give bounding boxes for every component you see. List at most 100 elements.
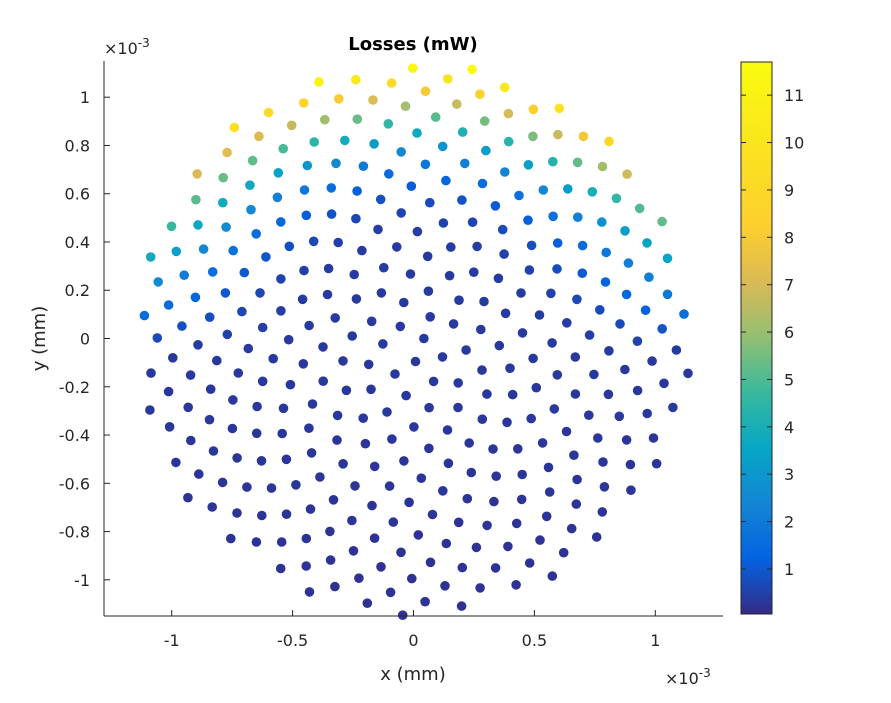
scatter-point bbox=[254, 131, 264, 142]
scatter-point bbox=[286, 120, 297, 131]
scatter-point bbox=[554, 103, 565, 114]
scatter-point bbox=[513, 444, 523, 454]
scatter-point bbox=[299, 185, 310, 195]
scatter-point bbox=[378, 339, 388, 349]
scatter-point bbox=[194, 469, 204, 479]
scatter-point bbox=[304, 423, 314, 434]
scatter-point bbox=[497, 224, 508, 235]
scatter-point bbox=[276, 217, 286, 227]
scatter-point bbox=[297, 294, 308, 305]
scatter-point bbox=[482, 389, 492, 399]
scatter-point bbox=[571, 499, 582, 509]
scatter-point bbox=[341, 385, 352, 396]
y-tick-label: -0.2 bbox=[59, 378, 90, 397]
scatter-point bbox=[490, 201, 501, 211]
scatter-point bbox=[604, 136, 614, 147]
scatter-point bbox=[651, 458, 662, 469]
scatter-point bbox=[212, 355, 222, 366]
scatter-point bbox=[193, 340, 203, 350]
scatter-point bbox=[266, 483, 277, 493]
scatter-point bbox=[500, 167, 510, 177]
scatter-point bbox=[549, 404, 560, 414]
scatter-point bbox=[412, 226, 423, 237]
scatter-point bbox=[422, 251, 433, 262]
scatter-point bbox=[572, 157, 583, 168]
scatter-point bbox=[464, 438, 475, 448]
scatter-point bbox=[457, 562, 468, 573]
scatter-point bbox=[524, 558, 535, 568]
colorbar-gradient bbox=[741, 62, 772, 614]
scatter-point bbox=[239, 267, 250, 278]
scatter-point bbox=[304, 587, 315, 597]
y-tick-label: 0.2 bbox=[65, 281, 90, 300]
scatter-point bbox=[511, 518, 522, 529]
scatter-point bbox=[301, 561, 312, 571]
scatter-point bbox=[622, 169, 632, 179]
scatter-point bbox=[369, 139, 379, 149]
scatter-point bbox=[570, 389, 581, 399]
scatter-point bbox=[541, 511, 552, 522]
scatter-point bbox=[362, 598, 373, 608]
scatter-point bbox=[183, 402, 193, 413]
scatter-point bbox=[278, 403, 289, 414]
scatter-point bbox=[186, 435, 196, 446]
scatter-point bbox=[457, 127, 468, 137]
scatter-point bbox=[438, 486, 448, 496]
scatter-point bbox=[570, 352, 581, 362]
scatter-point bbox=[577, 240, 588, 251]
scatter-point bbox=[307, 399, 318, 409]
colorbar-tick-label: 8 bbox=[784, 228, 794, 247]
scatter-point bbox=[318, 342, 328, 352]
scatter-point bbox=[177, 321, 187, 331]
y-tick-label: 0.8 bbox=[65, 136, 90, 155]
scatter-point bbox=[363, 359, 374, 370]
scatter-point bbox=[285, 379, 296, 390]
scatter-point bbox=[229, 122, 240, 133]
scatter-point bbox=[305, 504, 316, 514]
scatter-point bbox=[281, 454, 292, 465]
scatter-point bbox=[193, 220, 203, 230]
scatter-point bbox=[243, 343, 254, 354]
scatter-point bbox=[419, 333, 429, 344]
scatter-point bbox=[350, 481, 360, 491]
colorbar-tick-label: 1 bbox=[784, 560, 794, 579]
scatter-point bbox=[166, 221, 177, 232]
colorbar-tick-label: 9 bbox=[784, 181, 794, 200]
scatter-point bbox=[237, 306, 247, 317]
scatter-point bbox=[424, 443, 434, 454]
y-tick-label: 0.4 bbox=[65, 233, 90, 252]
x-axis-ticks: -1 -0.5 0 0.5 1 bbox=[164, 610, 660, 650]
scatter-point bbox=[425, 557, 436, 568]
scatter-point bbox=[595, 305, 605, 315]
scatter-point bbox=[325, 555, 336, 565]
scatter-point bbox=[572, 294, 582, 305]
scatter-point bbox=[352, 186, 362, 196]
scatter-point bbox=[396, 208, 407, 218]
x-exponent-base: ×10 bbox=[665, 669, 699, 688]
y-tick-label: -0.8 bbox=[59, 523, 90, 542]
scatter-point bbox=[611, 193, 622, 204]
scatter-point bbox=[534, 310, 545, 320]
y-tick-label: -0.6 bbox=[59, 474, 90, 493]
scatter-point bbox=[198, 244, 209, 254]
scatter-point bbox=[569, 450, 579, 461]
scatter-point bbox=[373, 224, 383, 235]
colorbar-tick-label: 5 bbox=[784, 370, 794, 389]
scatter-point bbox=[299, 265, 309, 276]
colorbar-frame bbox=[740, 61, 773, 615]
scatter-point bbox=[587, 187, 598, 197]
scatter-point bbox=[566, 523, 577, 534]
scatter-point bbox=[553, 129, 563, 140]
x-tick-label: 0 bbox=[408, 631, 418, 650]
scatter-point bbox=[499, 249, 509, 259]
scatter-point bbox=[528, 104, 539, 115]
scatter-point bbox=[304, 320, 314, 331]
chart-title: Losses (mW) bbox=[348, 34, 478, 55]
scatter-point bbox=[503, 541, 513, 552]
scatter-point bbox=[330, 581, 340, 592]
scatter-point bbox=[454, 295, 464, 306]
scatter-point bbox=[614, 411, 625, 422]
scatter-point bbox=[443, 74, 453, 84]
scatter-point bbox=[218, 172, 228, 183]
scatter-point bbox=[255, 288, 265, 298]
